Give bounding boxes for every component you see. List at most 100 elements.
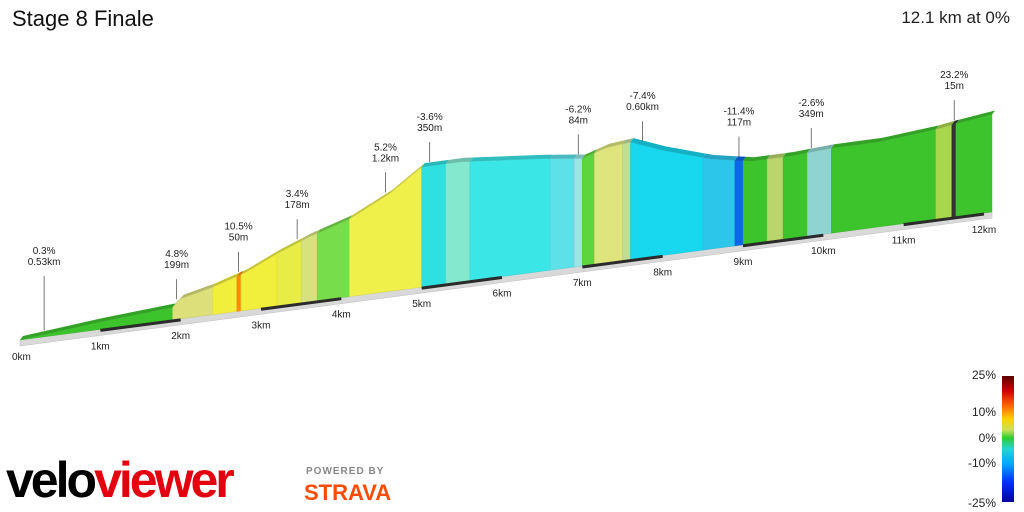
- km-band-5: [421, 276, 503, 290]
- annotation-length-10: 15m: [945, 81, 964, 92]
- gradient-segment-top-10: [445, 157, 473, 164]
- x-tick-label-10: 10km: [811, 246, 835, 257]
- gradient-segment-21: [766, 156, 784, 242]
- x-tick-label-5: 5km: [412, 299, 431, 310]
- annotation-length-8: 117m: [727, 118, 751, 129]
- annotation-grade-5: -3.6%: [417, 112, 443, 123]
- gradient-segment-top-4: [240, 249, 281, 275]
- gradient-segment-top-22: [783, 148, 811, 157]
- annotation-grade-2: 10.5%: [224, 222, 252, 233]
- annotation-length-3: 178m: [285, 200, 310, 211]
- gradient-segment-20: [742, 158, 768, 246]
- gradient-segment-16: [622, 141, 631, 261]
- gradient-segment-4: [240, 253, 278, 312]
- gradient-segment-25: [935, 124, 952, 220]
- gradient-segment-top-9: [421, 159, 449, 168]
- gradient-segment-9: [421, 163, 446, 288]
- gradient-segment-top-7: [317, 215, 353, 234]
- gradient-segment-top-18: [702, 153, 738, 161]
- annotation-grade-1: 4.8%: [165, 249, 188, 260]
- gradient-segment-17: [630, 141, 703, 260]
- annotation-length-4: 1.2km: [372, 153, 399, 164]
- legend-label-0: 0%: [978, 431, 996, 445]
- page-title: Stage 8 Finale: [12, 6, 154, 31]
- annotation-grade-6: -6.2%: [565, 104, 591, 115]
- gradient-segment-26: [951, 123, 957, 218]
- gradient-segment-top-23: [807, 144, 835, 153]
- x-tick-label-3: 3km: [252, 320, 271, 331]
- gradient-segment-7: [317, 218, 350, 302]
- legend-label-minus10: -10%: [967, 456, 996, 470]
- km-band-7: [582, 254, 663, 269]
- gradient-segment-top-24: [831, 125, 939, 149]
- gradient-segment-top-26: [951, 119, 959, 125]
- gradient-segment-top-12: [550, 154, 578, 159]
- gradient-segment-top-25: [935, 120, 955, 130]
- gradient-segment-15: [594, 143, 623, 265]
- gradient-segment-top-14: [582, 149, 598, 159]
- gradient-segment-top-13: [574, 154, 586, 159]
- gradient-segment-top-21: [767, 153, 787, 160]
- gradient-segment-top-8: [349, 163, 425, 220]
- gradient-segment-top-1: [172, 283, 216, 308]
- x-tick-label-4: 4km: [332, 310, 351, 321]
- x-tick-label-2: 2km: [171, 331, 190, 342]
- gradient-segment-12: [550, 158, 575, 271]
- x-tick-label-6: 6km: [493, 289, 512, 300]
- x-tick-label-11: 11km: [892, 236, 916, 247]
- legend-label-10: 10%: [971, 405, 996, 419]
- x-tick-label-8: 8km: [653, 267, 672, 278]
- gradient-color-scale: [1002, 376, 1014, 502]
- gradient-segment-13: [574, 158, 583, 268]
- gradient-segment-top-20: [743, 155, 771, 162]
- x-tick-label-12: 12km: [972, 225, 996, 236]
- profile-segments: [19, 110, 995, 341]
- strava-logo: STRAVA: [304, 480, 392, 505]
- gradient-segment-top-15: [594, 140, 626, 154]
- km-band-11: [903, 212, 985, 227]
- annotation-grade-0: 0.3%: [33, 246, 56, 257]
- branding: veloviewer POWERED BY STRAVA: [6, 452, 426, 508]
- gradient-segment-6: [301, 233, 318, 304]
- x-tick-label-0: 0km: [12, 352, 31, 363]
- gradient-segment-top-27: [955, 110, 995, 124]
- annotation-length-6: 84m: [569, 115, 588, 126]
- gradient-segment-3: [236, 274, 242, 312]
- annotation-length-2: 50m: [229, 233, 248, 244]
- gradient-segment-14: [582, 152, 595, 267]
- gradient-segment-top-6: [301, 229, 321, 242]
- annotation-length-7: 0.60km: [626, 102, 659, 113]
- gradient-segment-top-16: [622, 138, 634, 144]
- gradient-segment-top-2: [212, 272, 240, 288]
- annotation-grade-7: -7.4%: [629, 91, 655, 102]
- distance-axis: 0km 1km 2km 3km 4km 5km 6km 7km 8km 9km 10km 11km 12…: [12, 212, 996, 363]
- elevation-profile-chart: 0km 1km 2km 3km 4km 5km 6km 7km 8km 9km 10km 11km 12…: [12, 70, 996, 363]
- legend-label-minus25: -25%: [967, 496, 996, 510]
- gradient-segment-2: [212, 276, 238, 315]
- gradient-segment-top-3: [236, 270, 244, 277]
- powered-by-label: POWERED BY: [306, 466, 385, 477]
- x-tick-label-1: 1km: [91, 341, 110, 352]
- annotation-grade-3: 3.4%: [286, 189, 309, 200]
- gradient-segment-18: [702, 157, 736, 251]
- gradient-segment-11: [469, 158, 551, 282]
- gradient-segment-top-17: [630, 138, 706, 158]
- gradient-legend: 25% 10% 0% -10% -25%: [946, 366, 1024, 512]
- gradient-segment-top-19: [734, 156, 746, 161]
- annotation-grade-4: 5.2%: [374, 142, 397, 153]
- gradient-segment-top-0: [20, 303, 176, 340]
- annotation-grade-8: -11.4%: [723, 107, 754, 118]
- annotation-length-0: 0.53km: [28, 257, 61, 268]
- km-band-3: [260, 297, 342, 311]
- km-band-9: [742, 233, 824, 248]
- gradient-segment-top-11: [469, 154, 554, 162]
- annotation-length-5: 350m: [417, 123, 442, 134]
- x-tick-label-7: 7km: [573, 278, 592, 289]
- annotation-length-9: 349m: [799, 109, 824, 120]
- gradient-segment-27: [955, 114, 993, 218]
- gradient-segment-23: [807, 147, 832, 237]
- legend-label-25: 25%: [971, 368, 996, 382]
- annotation-length-1: 199m: [164, 260, 189, 271]
- gradient-segment-19: [734, 160, 744, 247]
- gradient-segment-22: [782, 152, 808, 240]
